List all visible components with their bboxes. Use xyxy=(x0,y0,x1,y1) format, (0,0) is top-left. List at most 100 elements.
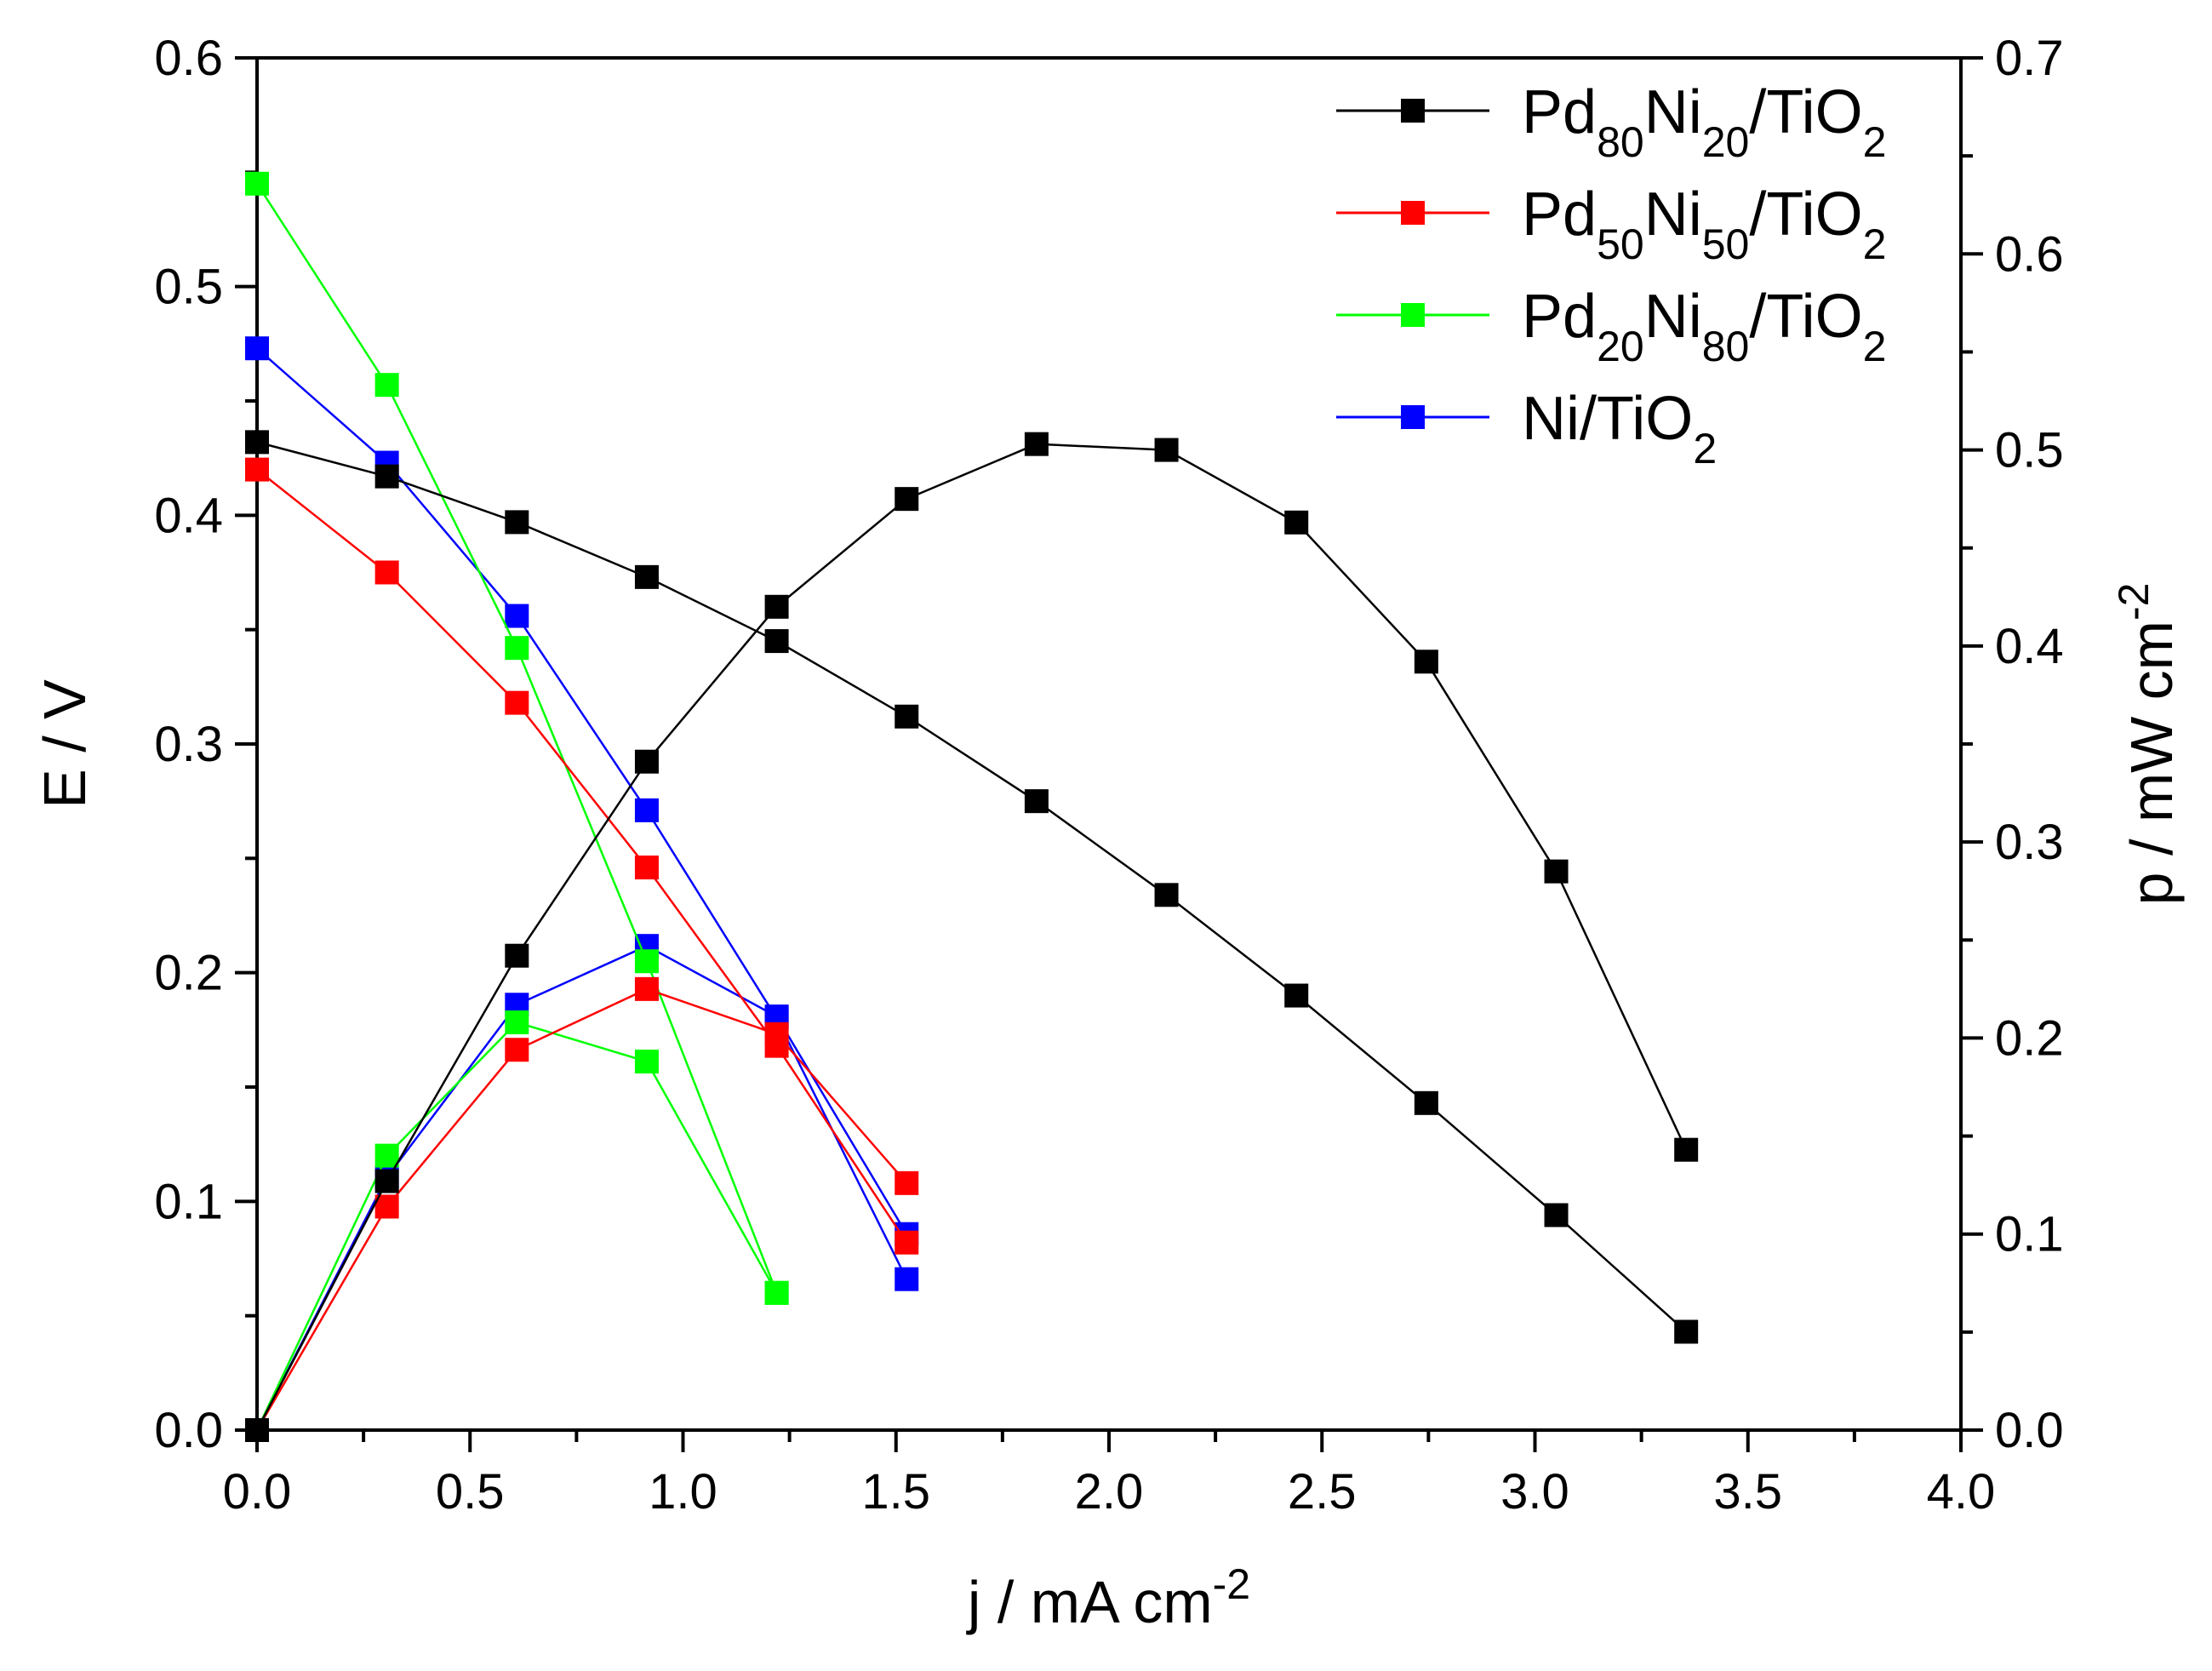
polarization-point xyxy=(895,704,919,729)
polarization-line-pd50ni50 xyxy=(256,468,908,1244)
power-point xyxy=(764,1280,789,1305)
power-point xyxy=(1284,510,1309,535)
y-right-tick-label: 0.5 xyxy=(1995,423,2064,478)
legend-marker xyxy=(1401,303,1425,327)
y-left-tick-label: 0.4 xyxy=(154,488,223,543)
polarization-point xyxy=(245,171,269,196)
power-point xyxy=(505,1038,529,1062)
polarization-point xyxy=(1154,883,1179,907)
power-point xyxy=(764,594,789,619)
power-point xyxy=(374,1194,399,1219)
power-point xyxy=(245,1418,269,1442)
polarization-point xyxy=(505,510,529,535)
series-pd80ni20 xyxy=(245,430,1699,1442)
y-right-tick-label: 0.4 xyxy=(1995,619,2064,674)
legend-marker xyxy=(1401,99,1425,123)
polarization-point xyxy=(245,430,269,455)
x-axis-title: j / mA cm-2 xyxy=(966,1560,1250,1635)
power-line-pd80ni20 xyxy=(255,443,1688,1431)
x-tick-label: 3.5 xyxy=(1713,1464,1782,1519)
polarization-line-pd80ni20 xyxy=(256,441,1688,1333)
power-point xyxy=(374,1143,399,1168)
polarization-point xyxy=(634,564,659,589)
series-ni xyxy=(245,336,919,1442)
y-right-tick-label: 0.3 xyxy=(1995,815,2064,870)
polarization-point xyxy=(374,560,399,585)
power-line-pd50ni50 xyxy=(255,987,908,1431)
polarization-line-pd20ni80 xyxy=(255,183,778,1294)
polarization-point xyxy=(634,949,659,974)
x-tick-label: 0.0 xyxy=(223,1464,292,1519)
polarization-point xyxy=(1674,1319,1699,1344)
polarization-point xyxy=(1024,789,1049,814)
y-left-tick-label: 0.0 xyxy=(154,1403,223,1458)
polarization-point xyxy=(505,636,529,661)
x-tick-label: 2.0 xyxy=(1075,1464,1144,1519)
power-point xyxy=(1544,859,1569,884)
polarization-point xyxy=(505,690,529,715)
y-left-tick-label: 0.6 xyxy=(154,31,223,86)
x-tick-label: 4.0 xyxy=(1927,1464,1996,1519)
series-pd20ni80 xyxy=(245,171,789,1442)
legend: Pd80Ni20/TiO2 Pd50Ni50/TiO2 Pd20Ni80/TiO2 N… xyxy=(1336,78,1886,472)
polarization-point xyxy=(634,856,659,880)
y-right-tick-label: 0.6 xyxy=(1995,226,2064,282)
y-right-tick-label: 0.7 xyxy=(1995,31,2064,86)
polarization-point xyxy=(374,464,399,489)
x-tick-label: 3.0 xyxy=(1500,1464,1569,1519)
y-left-tick-label: 0.2 xyxy=(154,946,223,1001)
legend-item-pd80ni20: Pd80Ni20/TiO2 xyxy=(1336,78,1886,166)
x-tick-label: 2.5 xyxy=(1288,1464,1357,1519)
legend-label: Pd20Ni80/TiO2 xyxy=(1522,283,1886,370)
polarization-point xyxy=(634,798,659,822)
power-point xyxy=(634,976,659,1001)
x-tick-label: 1.5 xyxy=(861,1464,930,1519)
legend-label: Pd80Ni20/TiO2 xyxy=(1522,78,1886,166)
legend-item-pd50ni50: Pd50Ni50/TiO2 xyxy=(1336,180,1886,268)
legend-marker xyxy=(1401,201,1425,225)
polarization-point xyxy=(1284,983,1309,1008)
polarization-point xyxy=(895,1267,919,1291)
legend-label: Pd50Ni50/TiO2 xyxy=(1522,180,1886,268)
y-left-tick-label: 0.3 xyxy=(154,717,223,772)
power-point xyxy=(1024,432,1049,456)
power-point xyxy=(1154,438,1179,462)
polarization-point xyxy=(895,1230,919,1255)
y-right-tick-label: 0.1 xyxy=(1995,1207,2064,1262)
power-point xyxy=(505,1010,529,1035)
power-point xyxy=(505,943,529,968)
polarization-point xyxy=(764,629,789,654)
polarization-point xyxy=(505,604,529,628)
polarization-point xyxy=(245,457,269,482)
axis-titles: j / mA cm-2 E / V p / mW cm-2 xyxy=(31,583,2185,1635)
series-layer xyxy=(245,171,1699,1442)
polarization-point xyxy=(245,336,269,361)
polarization-point xyxy=(374,373,399,398)
x-tick-label: 1.0 xyxy=(649,1464,717,1519)
power-point xyxy=(764,1021,789,1046)
y-left-tick-label: 0.5 xyxy=(154,260,223,315)
y-axis-left: 0.0 0.1 0.2 0.3 0.4 0.5 0.6 xyxy=(154,31,257,1458)
x-tick-label: 0.5 xyxy=(436,1464,505,1519)
legend-label: Ni/TiO2 xyxy=(1522,385,1717,472)
y-left-tick-label: 0.1 xyxy=(154,1174,223,1229)
polarization-point xyxy=(1414,1090,1438,1115)
legend-item-ni: Ni/TiO2 xyxy=(1336,385,1717,472)
polarization-point xyxy=(1544,1203,1569,1227)
power-point xyxy=(634,1050,659,1074)
power-line-pd20ni80 xyxy=(255,1021,778,1431)
polarization-line-ni xyxy=(256,347,908,1280)
legend-item-pd20ni80: Pd20Ni80/TiO2 xyxy=(1336,283,1886,370)
power-point xyxy=(895,1170,919,1195)
legend-marker xyxy=(1401,405,1425,429)
series-pd50ni50 xyxy=(245,457,919,1442)
power-line-ni xyxy=(255,944,908,1431)
power-point xyxy=(634,749,659,774)
power-point xyxy=(1674,1137,1699,1162)
power-point xyxy=(895,487,919,512)
y-right-tick-label: 0.0 xyxy=(1995,1403,2064,1458)
y-right-axis-title: p / mW cm-2 xyxy=(2110,583,2185,906)
y-right-tick-label: 0.2 xyxy=(1995,1010,2064,1066)
y-axis-right: 0.0 0.1 0.2 0.3 0.4 0.5 0.6 0.7 xyxy=(1961,31,2064,1458)
